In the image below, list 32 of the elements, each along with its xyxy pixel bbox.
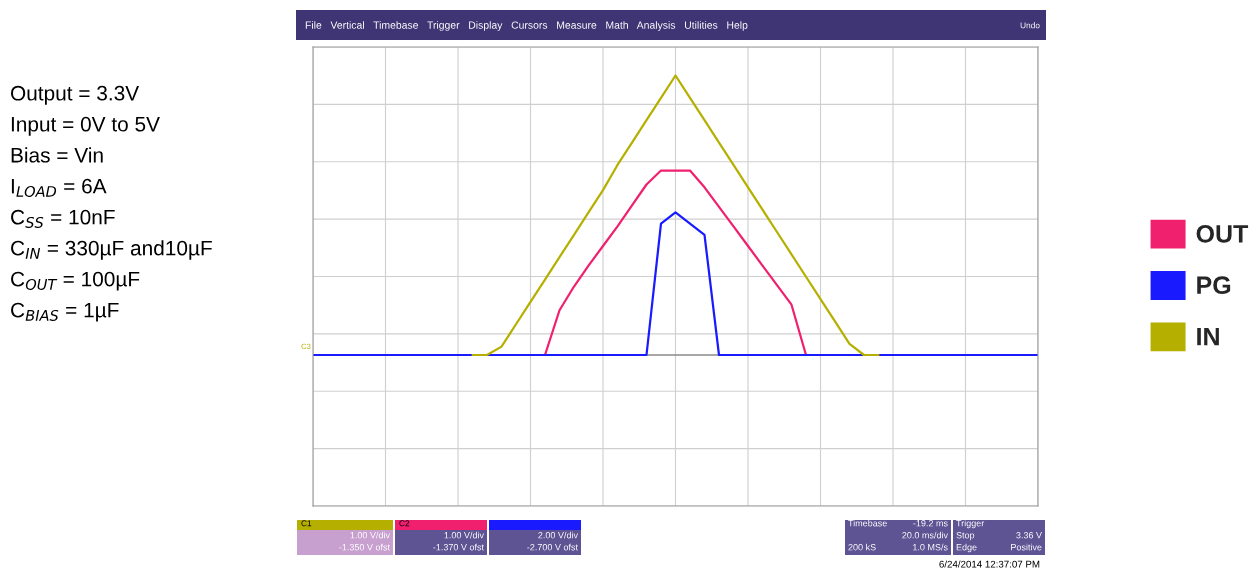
- text: Edge: [956, 543, 977, 553]
- text: C$_{OUT}$ = 100µF: [11, 271, 140, 291]
- text: File Vertical Timebase Trigger Display Cursors Measure Math Analysis Utilities Help: [305, 21, 748, 31]
- text: -19.2 ms: [913, 520, 948, 527]
- text: C$_{SS}$ = 10nF: [11, 209, 115, 228]
- text: 3.36 V: [1016, 532, 1042, 539]
- legend-label: PG: [1197, 276, 1231, 295]
- text: Output = 3.3V: [10, 85, 140, 105]
- text: Input = 0V to 5V: [11, 116, 160, 136]
- text: Trigger: [956, 519, 985, 529]
- text: C2: [399, 520, 410, 527]
- text: 1.00 V/div: [444, 531, 484, 539]
- text: -1.370 V ofst: [433, 543, 484, 551]
- text: Timebase: [848, 519, 887, 527]
- text: C$_{IN}$ = 330µF and10µF: [11, 240, 212, 260]
- text: Undo: [1020, 22, 1040, 29]
- text: I$_{LOAD}$ = 6A: [11, 178, 107, 197]
- text: 20.0 ms/div: [902, 531, 948, 539]
- text: Positive: [1011, 543, 1042, 551]
- text: -1.350 V ofst: [339, 543, 390, 551]
- text: C$_{BIAS}$ = 1µF: [11, 302, 119, 322]
- text: 200 kS: [848, 543, 876, 551]
- text: C1: [301, 520, 312, 527]
- text: 2.00 V/div: [538, 531, 578, 539]
- legend-label: IN: [1197, 327, 1219, 346]
- text: 1.00 V/div: [350, 531, 390, 539]
- text: -2.700 V ofst: [527, 543, 578, 551]
- text: Stop: [956, 532, 975, 541]
- text: 1.0 MS/s: [913, 543, 948, 551]
- text: 6/24/2014 12:37:07 PM: [939, 560, 1040, 568]
- text: Bias = Vin: [11, 147, 103, 163]
- legend-label: OUT: [1196, 224, 1249, 243]
